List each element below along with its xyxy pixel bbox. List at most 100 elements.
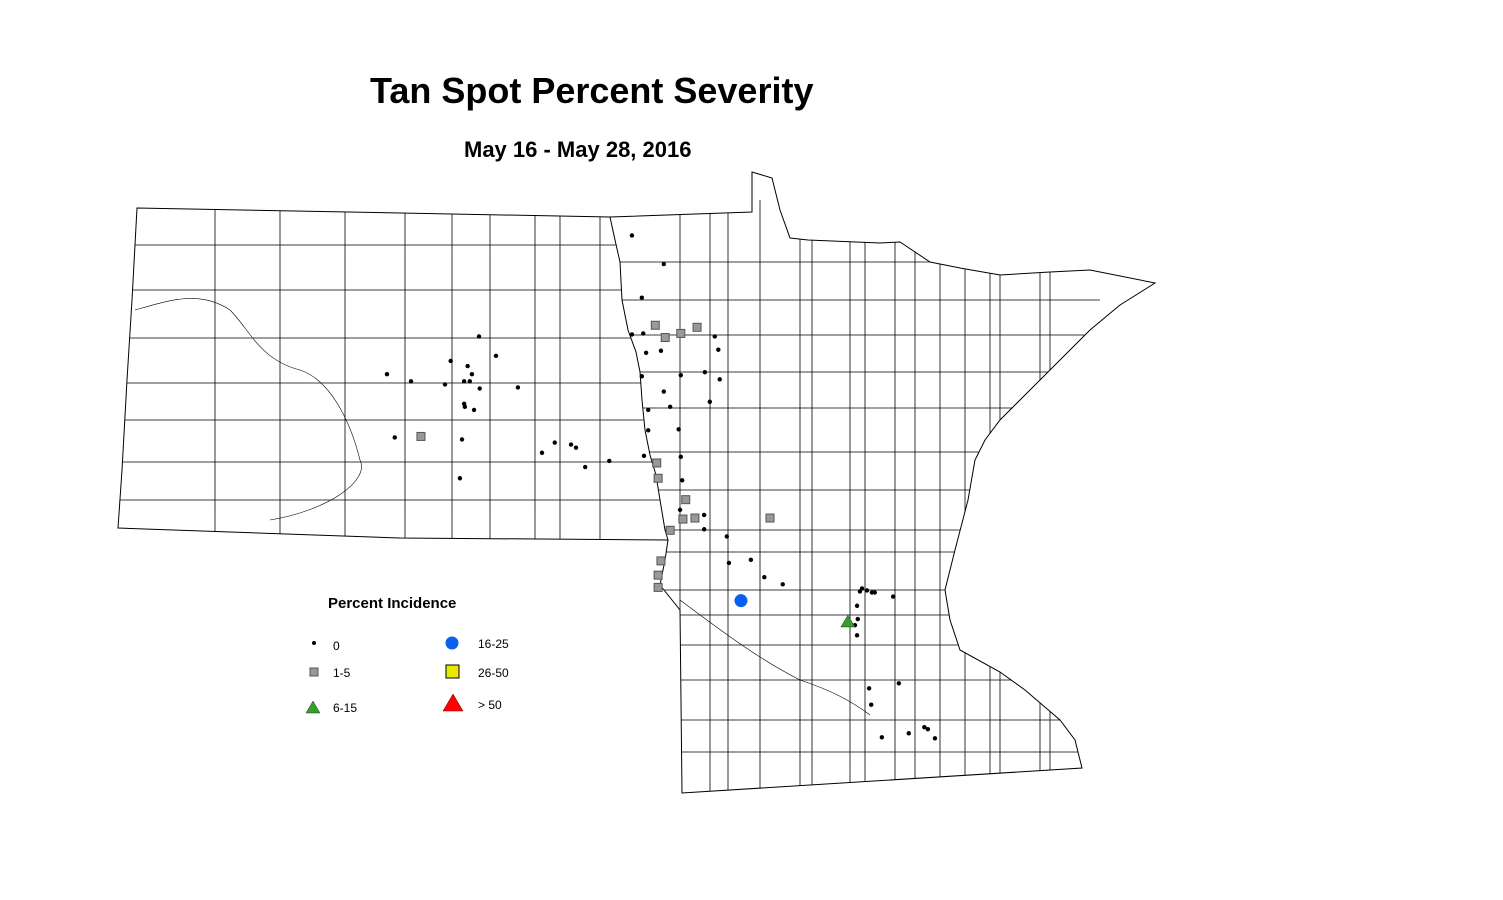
legend-label-1-5: 1-5 <box>333 666 351 680</box>
survey-point-1-5 <box>653 473 663 483</box>
legend-label-gt-50: > 50 <box>478 698 502 712</box>
survey-point-0 <box>854 633 860 638</box>
survey-point-0 <box>471 407 477 413</box>
survey-point-0 <box>679 478 685 483</box>
survey-point-1-5 <box>676 328 686 338</box>
survey-point-0 <box>716 347 721 352</box>
survey-point-0 <box>866 686 872 691</box>
survey-point-0 <box>448 358 453 364</box>
survey-point-6-15 <box>840 614 856 628</box>
survey-point-0 <box>896 681 902 686</box>
survey-point-0 <box>701 512 707 518</box>
north-dakota-outline <box>117 207 669 541</box>
survey-point-0 <box>661 389 666 394</box>
survey-point-0 <box>462 404 468 410</box>
survey-point-0 <box>607 458 612 464</box>
north-dakota-counties <box>118 208 668 540</box>
survey-point-0 <box>762 575 767 580</box>
survey-point-0 <box>465 363 470 369</box>
survey-point-0 <box>658 348 664 353</box>
survey-point-0 <box>712 334 717 339</box>
survey-point-0 <box>646 428 651 433</box>
survey-point-0 <box>459 437 465 442</box>
survey-point-0 <box>641 453 647 459</box>
survey-point-0 <box>539 450 545 455</box>
survey-point-0 <box>922 724 927 730</box>
survey-point-1-5 <box>653 582 663 592</box>
survey-point-0 <box>639 295 645 300</box>
survey-point-0 <box>925 726 931 732</box>
survey-points <box>384 233 938 741</box>
legend-title: Percent Incidence <box>328 595 457 612</box>
legend-label-26-50: 26-50 <box>478 666 509 680</box>
survey-point-1-5 <box>416 431 426 441</box>
survey-point-0 <box>641 331 646 336</box>
survey-point-0 <box>859 586 865 591</box>
survey-point-0 <box>854 603 860 608</box>
survey-point-0 <box>643 350 649 355</box>
survey-point-0 <box>678 373 683 378</box>
survey-point-0 <box>726 560 732 566</box>
minnesota-outline <box>609 171 1157 794</box>
survey-point-1-5 <box>653 570 663 580</box>
survey-point-0 <box>890 594 896 599</box>
legend-label-0: 0 <box>333 639 340 653</box>
survey-point-0 <box>476 334 482 339</box>
survey-point-0 <box>469 372 475 377</box>
survey-point-0 <box>879 735 885 740</box>
survey-point-0 <box>864 588 870 593</box>
survey-point-0 <box>477 386 482 391</box>
legend-label-6-15: 6-15 <box>333 701 358 715</box>
survey-point-0 <box>384 372 390 377</box>
survey-point-0 <box>678 454 683 460</box>
survey-point-0 <box>552 440 557 445</box>
survey-point-0 <box>857 589 863 594</box>
survey-point-0 <box>442 382 448 387</box>
survey-point-0 <box>583 464 588 470</box>
survey-point-0 <box>780 582 785 587</box>
map-subtitle: May 16 - May 28, 2016 <box>464 137 692 162</box>
survey-point-0 <box>629 233 635 238</box>
survey-point-0 <box>707 399 713 404</box>
survey-point-1-5 <box>650 320 660 330</box>
survey-point-0 <box>702 369 708 375</box>
survey-point-0 <box>932 736 938 741</box>
legend-label-16-25: 16-25 <box>478 637 509 651</box>
survey-point-1-5 <box>690 513 700 523</box>
survey-point-0 <box>457 476 463 481</box>
survey-point-0 <box>408 379 414 384</box>
survey-point-0 <box>461 379 467 384</box>
minnesota-counties <box>610 200 1100 793</box>
survey-point-1-5 <box>665 525 675 535</box>
survey-point-0 <box>639 374 645 379</box>
survey-point-1-5 <box>660 333 670 342</box>
survey-point-0 <box>748 557 754 563</box>
survey-point-1-5 <box>656 556 666 566</box>
survey-point-0 <box>701 527 707 532</box>
survey-point-0 <box>661 261 666 267</box>
survey-point-0 <box>392 435 397 440</box>
survey-point-0 <box>872 590 877 595</box>
survey-point-0 <box>724 534 729 539</box>
survey-point-0 <box>646 407 651 413</box>
survey-point-0 <box>667 404 673 410</box>
survey-point-0 <box>467 379 472 384</box>
survey-point-0 <box>515 385 521 390</box>
survey-point-1-5 <box>678 514 688 524</box>
survey-point-1-5 <box>692 322 702 332</box>
survey-point-1-5 <box>652 458 662 468</box>
survey-point-0 <box>629 332 635 337</box>
survey-point-1-5 <box>681 495 691 505</box>
survey-point-0 <box>676 427 681 432</box>
survey-point-0 <box>717 377 722 382</box>
map-title: Tan Spot Percent Severity <box>370 70 814 111</box>
survey-point-0 <box>855 616 860 622</box>
survey-point-16-25 <box>734 594 748 608</box>
survey-point-0 <box>906 731 911 736</box>
survey-point-0 <box>677 507 683 513</box>
survey-point-0 <box>573 445 579 450</box>
survey-point-0 <box>493 353 499 359</box>
survey-point-0 <box>869 702 874 707</box>
survey-point-1-5 <box>765 513 775 523</box>
